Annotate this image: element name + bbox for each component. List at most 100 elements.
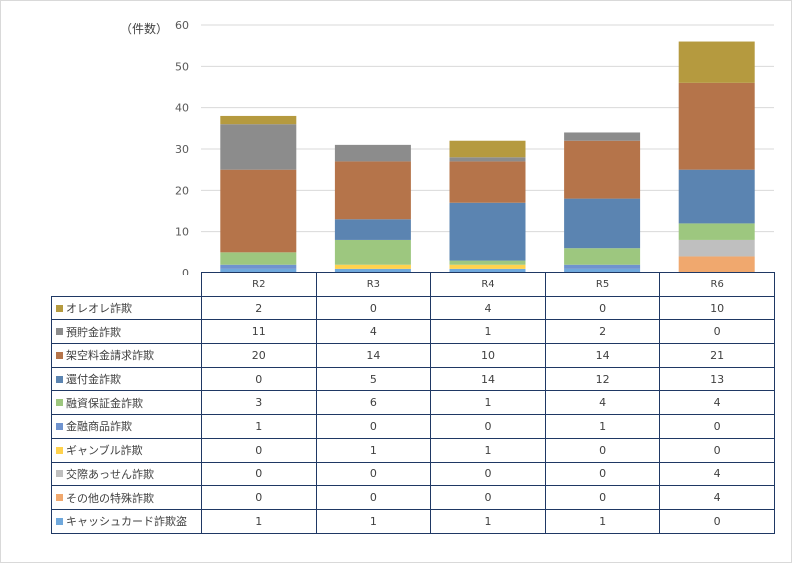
data-label: 1 — [430, 437, 546, 463]
legend-label: 架空料金請求詐欺 — [66, 349, 154, 363]
bar-segment — [334, 219, 411, 240]
legend-key-swatch — [56, 399, 63, 407]
data-label: 4 — [659, 485, 775, 510]
data-label: 4 — [315, 319, 432, 345]
bar-segment — [564, 268, 641, 273]
table-row: 交際あっせん詐欺 0 0 0 0 4 — [51, 461, 775, 487]
bar-segment — [449, 202, 526, 261]
legend-key-swatch — [56, 517, 63, 525]
y-tick-label: 30 — [175, 143, 189, 156]
bar-segment — [334, 239, 411, 265]
legend-entry: 融資保証金詐欺 — [51, 390, 202, 416]
bar-segment — [220, 252, 297, 265]
data-label: 6 — [315, 390, 432, 416]
y-tick-label: 10 — [175, 226, 189, 239]
data-label: 14 — [544, 343, 661, 368]
data-label: 0 — [201, 461, 317, 487]
table-corner — [51, 272, 202, 297]
table-row: オレオレ詐欺 2 0 4 0 10 — [51, 295, 775, 321]
data-label: 10 — [430, 343, 546, 368]
bar-segment — [334, 268, 411, 273]
bar-segment — [678, 256, 755, 273]
x-tick-label: R5 — [544, 272, 661, 297]
data-label: 4 — [659, 461, 775, 487]
bar-segment — [449, 260, 526, 265]
table-row: 融資保証金詐欺 3 6 1 4 4 — [51, 390, 775, 416]
data-label: 0 — [201, 485, 317, 510]
table-row: キャッシュカード詐欺盗 1 1 1 1 0 — [51, 508, 775, 534]
legend-entry: 還付金詐欺 — [51, 366, 202, 392]
bar-segment — [564, 140, 641, 199]
legend-label: 融資保証金詐欺 — [66, 396, 143, 410]
data-label: 0 — [544, 461, 661, 487]
bar-segment — [220, 169, 297, 253]
legend-key-swatch — [56, 422, 63, 430]
data-table: R2 R3 R4 R5 R6 オレオレ詐欺 2 0 4 0 10 預貯金詐欺 11 4 1 2 0 架空料金請求詐… — [51, 272, 775, 534]
y-tick-label: 20 — [175, 184, 189, 197]
data-label: 1 — [315, 508, 432, 534]
table-header-row: R2 R3 R4 R5 R6 — [51, 272, 775, 297]
legend-label: 交際あっせん詐欺 — [66, 467, 154, 481]
data-label: 14 — [430, 366, 546, 392]
table-row: 架空料金請求詐欺 20 14 10 14 21 — [51, 343, 775, 368]
legend-entry: キャッシュカード詐欺盗 — [51, 508, 202, 534]
data-label: 0 — [315, 414, 432, 439]
data-label: 13 — [659, 366, 775, 392]
legend-label: その他の特殊詐欺 — [66, 491, 154, 505]
data-label: 0 — [315, 295, 432, 321]
legend-label: 預貯金詐欺 — [66, 325, 121, 339]
data-label: 1 — [430, 319, 546, 345]
legend-key-swatch — [56, 470, 63, 478]
data-label: 0 — [315, 461, 432, 487]
legend-key-swatch — [56, 351, 63, 359]
bar-segment — [564, 248, 641, 265]
data-label: 10 — [659, 295, 775, 321]
legend-label: 金融商品詐欺 — [66, 420, 132, 434]
bar-segment — [564, 198, 641, 249]
table-row: 金融商品詐欺 1 0 0 1 0 — [51, 414, 775, 439]
legend-entry: 架空料金請求詐欺 — [51, 343, 202, 368]
data-label: 0 — [430, 414, 546, 439]
data-label: 0 — [544, 437, 661, 463]
bar-segment — [449, 157, 526, 162]
data-label: 3 — [201, 390, 317, 416]
data-label: 0 — [659, 319, 775, 345]
bar-segment — [334, 144, 411, 162]
data-label: 5 — [315, 366, 432, 392]
bar-segment — [220, 264, 297, 269]
stacked-bar-chart: 0 10 20 30 40 50 60 — [175, 19, 774, 275]
y-axis-unit-label: （件数） — [120, 22, 169, 36]
legend-entry: オレオレ詐欺 — [51, 295, 202, 321]
legend-entry: 交際あっせん詐欺 — [51, 461, 202, 487]
data-label: 20 — [201, 343, 317, 368]
bar-segment — [564, 264, 641, 269]
legend-entry: 預貯金詐欺 — [51, 319, 202, 345]
bar-segment — [334, 264, 411, 269]
legend-key-swatch — [56, 304, 63, 312]
legend-label: ギャンブル詐欺 — [66, 444, 143, 458]
bar-segment — [220, 268, 297, 273]
bar-segment — [449, 140, 526, 158]
bar-segment — [564, 132, 641, 141]
legend-entry: その他の特殊詐欺 — [51, 485, 202, 510]
bar-segment — [678, 223, 755, 240]
legend-label: キャッシュカード詐欺盗 — [66, 515, 187, 529]
bar-segment — [678, 239, 755, 257]
x-tick-label: R4 — [430, 272, 546, 297]
data-label: 14 — [315, 343, 432, 368]
data-label: 0 — [544, 295, 661, 321]
bar-segment — [678, 169, 755, 224]
y-tick-label: 60 — [175, 19, 189, 32]
bar-segment — [220, 124, 297, 170]
data-label: 0 — [201, 366, 317, 392]
data-label: 0 — [430, 485, 546, 510]
legend-entry: ギャンブル詐欺 — [51, 437, 202, 463]
data-label: 2 — [544, 319, 661, 345]
legend-key-swatch — [56, 446, 63, 454]
data-label: 1 — [201, 508, 317, 534]
data-label: 1 — [315, 437, 432, 463]
x-tick-label: R3 — [315, 272, 432, 297]
data-label: 1 — [201, 414, 317, 439]
data-label: 12 — [544, 366, 661, 392]
bar-segment — [449, 268, 526, 273]
